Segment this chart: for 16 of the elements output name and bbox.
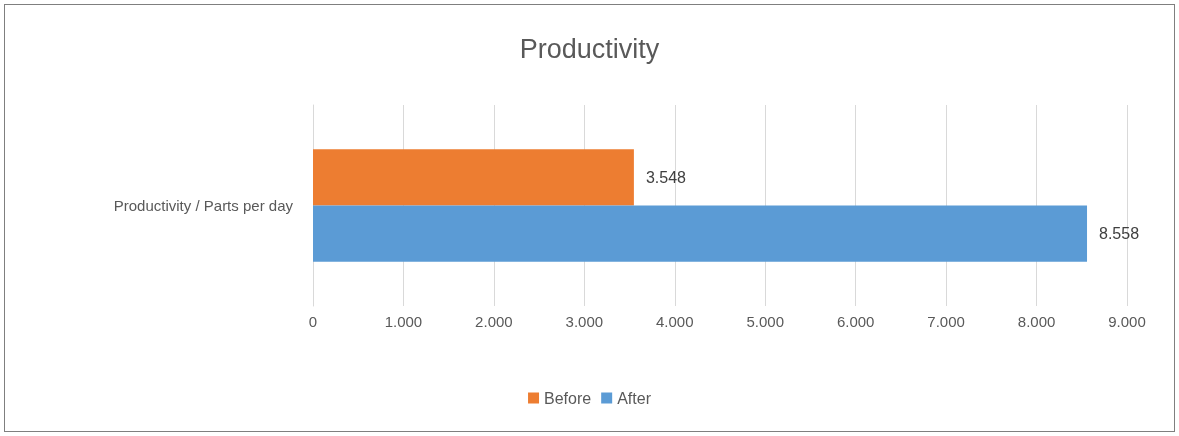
data-label: 3.548 [645,168,687,186]
legend-label: Before [544,389,592,407]
x-tick-label: 0 [308,313,318,330]
data-label: 8.558 [1099,225,1140,243]
legend-label: After [617,389,652,407]
x-tick-label: 3.000 [565,313,604,330]
x-tick-label: 1.000 [384,313,423,330]
x-tick-label: 6.000 [836,313,875,330]
chart-title: Productivity [519,33,660,64]
x-tick-label: 5.000 [746,313,784,330]
x-tick-label: 4.000 [656,313,694,330]
x-tick-label: 2.000 [475,313,513,330]
x-tick-label: 7.000 [927,313,965,330]
y-tick-label: Productivity / Parts per day [113,197,294,214]
x-tick-label: 9.000 [1108,313,1146,330]
x-tick-label: 8.000 [1017,313,1056,330]
